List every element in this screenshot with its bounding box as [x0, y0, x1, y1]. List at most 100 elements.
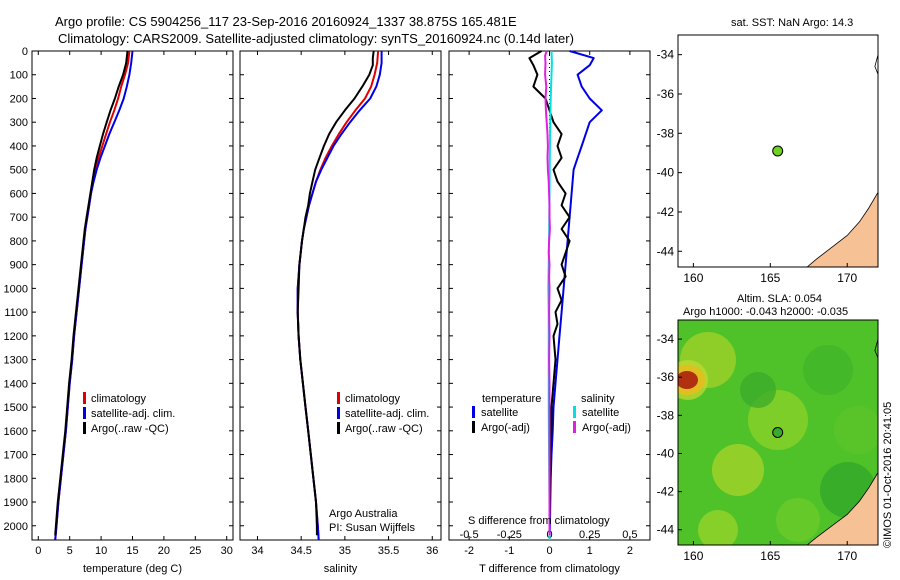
map-y-tick-label: -38 — [657, 126, 675, 140]
y-tick-label: 300 — [10, 117, 28, 129]
legend-differences: temperature satellite Argo(-adj) salinit… — [472, 393, 631, 434]
legend-label-satellite: satellite-adj. clim. — [91, 408, 175, 420]
x-tick-label: 0 — [546, 545, 552, 557]
sla-patch — [834, 406, 878, 454]
sla-patch — [803, 345, 853, 395]
legend-swatch-satellite — [83, 407, 86, 419]
legend-swatch-t-argo — [472, 421, 475, 433]
legend-swatch-t-satellite — [472, 406, 475, 418]
map-y-tick-label: -34 — [657, 48, 675, 62]
legend-swatch-argo — [83, 422, 86, 434]
y-tick-label: 400 — [10, 141, 28, 153]
credit-pi: PI: Susan Wijffels — [329, 522, 415, 534]
map-y-tick-label: -36 — [657, 87, 675, 101]
x-tick-label: 35.5 — [378, 545, 399, 557]
y-tick-label: 100 — [10, 70, 28, 82]
header-line1: Argo profile: CS 5904256_117 23-Sep-2016… — [55, 14, 517, 29]
coastline-north — [874, 54, 879, 75]
map-x-tick-label: 165 — [760, 271, 780, 285]
map-y-tick-label: -38 — [657, 408, 675, 422]
y-tick-label: 1900 — [4, 497, 28, 509]
map-y-tick-label: -42 — [657, 485, 675, 499]
series-line-t-argo-adj- — [528, 50, 571, 536]
sla-patch — [712, 444, 764, 496]
legend-swatch-climatology — [83, 392, 86, 404]
x-tick-label: -2 — [464, 545, 474, 557]
x-tick-label-top: 0.25 — [579, 529, 600, 541]
x-tick-label: 1 — [587, 545, 593, 557]
sla-patch — [740, 372, 776, 408]
y-tick-label: 600 — [10, 188, 28, 200]
map-x-tick-label: 160 — [683, 271, 703, 285]
x-tick-label: 15 — [126, 545, 138, 557]
map-y-tick-label: -44 — [657, 523, 675, 537]
y-tick-label: 700 — [10, 212, 28, 224]
x-tick-label: 5 — [67, 545, 73, 557]
legend-label-climatology: climatology — [345, 393, 401, 405]
legend-label-t-argo: Argo(-adj) — [481, 422, 530, 434]
legend-label-s-argo: Argo(-adj) — [582, 422, 631, 434]
series-line-t-satellite — [548, 50, 603, 541]
legend-swatch-s-argo — [573, 421, 576, 433]
credit-org: Argo Australia — [329, 508, 398, 520]
x-tick-label: 36 — [426, 545, 438, 557]
y-tick-label: 0 — [22, 46, 28, 58]
map-x-tick-label: 165 — [760, 549, 780, 563]
legend-swatch-argo — [337, 422, 340, 434]
x-tick-label-top: -0.5 — [460, 529, 479, 541]
map-y-tick-label: -40 — [657, 166, 675, 180]
y-tick-label: 500 — [10, 165, 28, 177]
coastline-north — [874, 338, 879, 359]
map-y-tick-label: -40 — [657, 446, 675, 460]
series-line-climatology — [54, 50, 131, 541]
series-line-s-argo-adj- — [544, 50, 551, 536]
series-line-climatology — [296, 50, 380, 541]
map-y-tick-label: -36 — [657, 370, 675, 384]
sla-field — [678, 320, 878, 545]
chart-panel-temperature: 0 5 10 15 20 25 30 temperature (deg C) 0 100 200 30… — [4, 46, 234, 575]
float-position-marker — [772, 145, 784, 157]
legend-label-climatology: climatology — [91, 393, 147, 405]
legend-swatch-s-satellite — [573, 406, 576, 418]
series-line-argo-raw-qc- — [54, 50, 129, 536]
x-tick-label-top: 0.5 — [622, 529, 637, 541]
map-panel-sst: 160 165 170 -34 -36 -38 -40 -42 -44 — [657, 34, 879, 285]
y-tick-label: 200 — [10, 93, 28, 105]
x-axis-label: T difference from climatology — [479, 563, 620, 575]
y-tick-label: 1700 — [4, 450, 28, 462]
float-position-marker — [772, 427, 784, 438]
y-tick-label: 1300 — [4, 355, 28, 367]
map-frame — [677, 34, 879, 268]
sla-patch — [698, 510, 738, 545]
map-y-tick-label: -34 — [657, 332, 675, 346]
legend-swatch-satellite — [337, 407, 340, 419]
map-x-tick-label: 170 — [837, 549, 857, 563]
map-frame — [677, 319, 879, 546]
x-tick-label: 25 — [189, 545, 201, 557]
legend-swatch-climatology — [337, 392, 340, 404]
sla-patch — [776, 498, 820, 542]
legend-label-argo: Argo(..raw -QC) — [91, 423, 169, 435]
map-panel-sla: 160 165 170 -34 -36 -38 -40 -42 -44 — [657, 319, 879, 563]
y-tick-label: 1500 — [4, 402, 28, 414]
x-tick-label: 20 — [158, 545, 170, 557]
header-line2: Climatology: CARS2009. Satellite-adjuste… — [58, 31, 574, 46]
x-tick-label: 10 — [95, 545, 107, 557]
x-tick-label-top: -0.25 — [497, 529, 522, 541]
imos-stamp: ©IMOS 01-Oct-2016 20:41:05 — [882, 402, 894, 548]
legend-temperature: climatology satellite-adj. clim. Argo(..… — [83, 392, 175, 435]
y-tick-label: 1600 — [4, 426, 28, 438]
land-new-zealand — [806, 190, 879, 268]
y-tick-label: 900 — [10, 260, 28, 272]
series-line-satellite-adj-clim- — [54, 50, 134, 541]
series-line-argo-raw-qc- — [296, 50, 375, 536]
legend-salinity: climatology satellite-adj. clim. Argo(..… — [329, 392, 429, 534]
y-tick-label: 1400 — [4, 378, 28, 390]
x-axis-label: temperature (deg C) — [83, 563, 182, 575]
plot-frame — [239, 50, 442, 541]
sla-high-core — [678, 371, 698, 389]
map-y-tick-label: -44 — [657, 244, 675, 258]
sla-map-title2: Argo h1000: -0.043 h2000: -0.035 — [683, 306, 848, 318]
